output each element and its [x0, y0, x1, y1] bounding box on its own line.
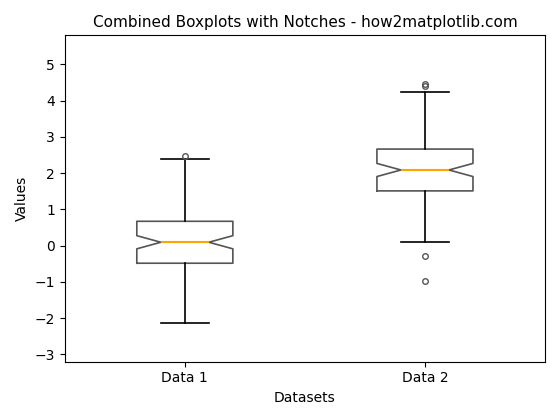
Title: Combined Boxplots with Notches - how2matplotlib.com: Combined Boxplots with Notches - how2mat…	[92, 15, 517, 30]
X-axis label: Datasets: Datasets	[274, 391, 336, 405]
Y-axis label: Values: Values	[15, 176, 29, 221]
